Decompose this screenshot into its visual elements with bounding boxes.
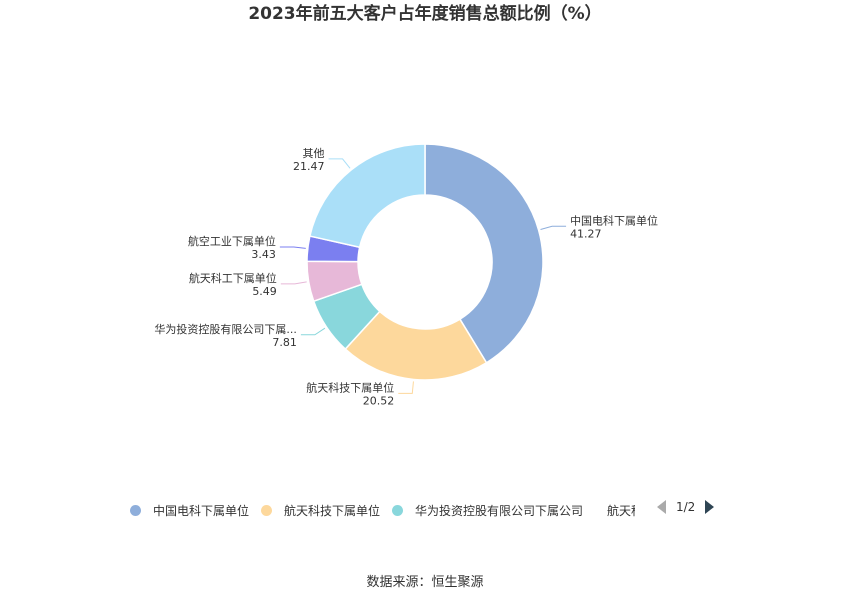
slice-value-2: 7.81 — [272, 336, 297, 349]
legend-label: 航天科技下属单位 — [284, 503, 381, 518]
leader-line-5 — [328, 158, 351, 169]
legend-label: 华为投资控股有限公司下属公司 — [415, 503, 584, 518]
leader-line-4 — [279, 246, 306, 249]
previous-page-icon[interactable] — [657, 500, 666, 514]
donut-slice-5[interactable] — [308, 143, 426, 249]
data-source: 数据来源：恒生聚源 — [366, 575, 484, 590]
next-page-icon[interactable] — [705, 500, 715, 514]
slice-value-1: 20.52 — [363, 394, 395, 407]
legend-label: 航天科 — [607, 503, 635, 518]
legend-item-1[interactable]: 航天科技下属单位 — [261, 502, 380, 519]
donut-slice-0[interactable] — [424, 143, 544, 364]
legend-page-indicator: 1/2 — [676, 500, 696, 514]
slice-value-3: 5.49 — [252, 285, 277, 298]
leader-line-2 — [300, 327, 326, 336]
slice-value-5: 21.47 — [293, 160, 325, 173]
legend: 中国电科下属单位 航天科技下属单位 华为投资控股有限公司下属公司 航天科 — [130, 498, 647, 522]
legend-marker — [130, 504, 141, 516]
slice-label-4: 航空工业下属单位 — [188, 234, 276, 248]
leader-line-1 — [398, 381, 414, 394]
legend-pager: 1/2 — [657, 500, 715, 514]
slice-label-3: 航天科工下属单位 — [189, 271, 277, 285]
chart-title: 2023年前五大客户占年度销售总额比例（%） — [248, 4, 602, 24]
legend-item-2[interactable]: 华为投资控股有限公司下属公司 — [392, 502, 583, 519]
slice-label-1: 航天科技下属单位 — [306, 380, 394, 394]
legend-label: 中国电科下属单位 — [153, 503, 250, 518]
slice-value-0: 41.27 — [570, 227, 602, 240]
legend-item-3[interactable]: 航天科 — [595, 502, 635, 519]
legend-marker — [392, 504, 404, 516]
slice-label-0: 中国电科下属单位 — [570, 213, 658, 227]
legend-marker — [261, 504, 273, 516]
slice-label-2: 华为投资控股有限公司下属... — [154, 322, 297, 336]
leader-line-3 — [280, 281, 307, 285]
leader-line-0 — [540, 225, 567, 230]
slice-value-4: 3.43 — [251, 248, 276, 261]
legend-item-0[interactable]: 中国电科下属单位 — [130, 502, 249, 519]
slice-label-5: 其他 — [303, 147, 325, 160]
